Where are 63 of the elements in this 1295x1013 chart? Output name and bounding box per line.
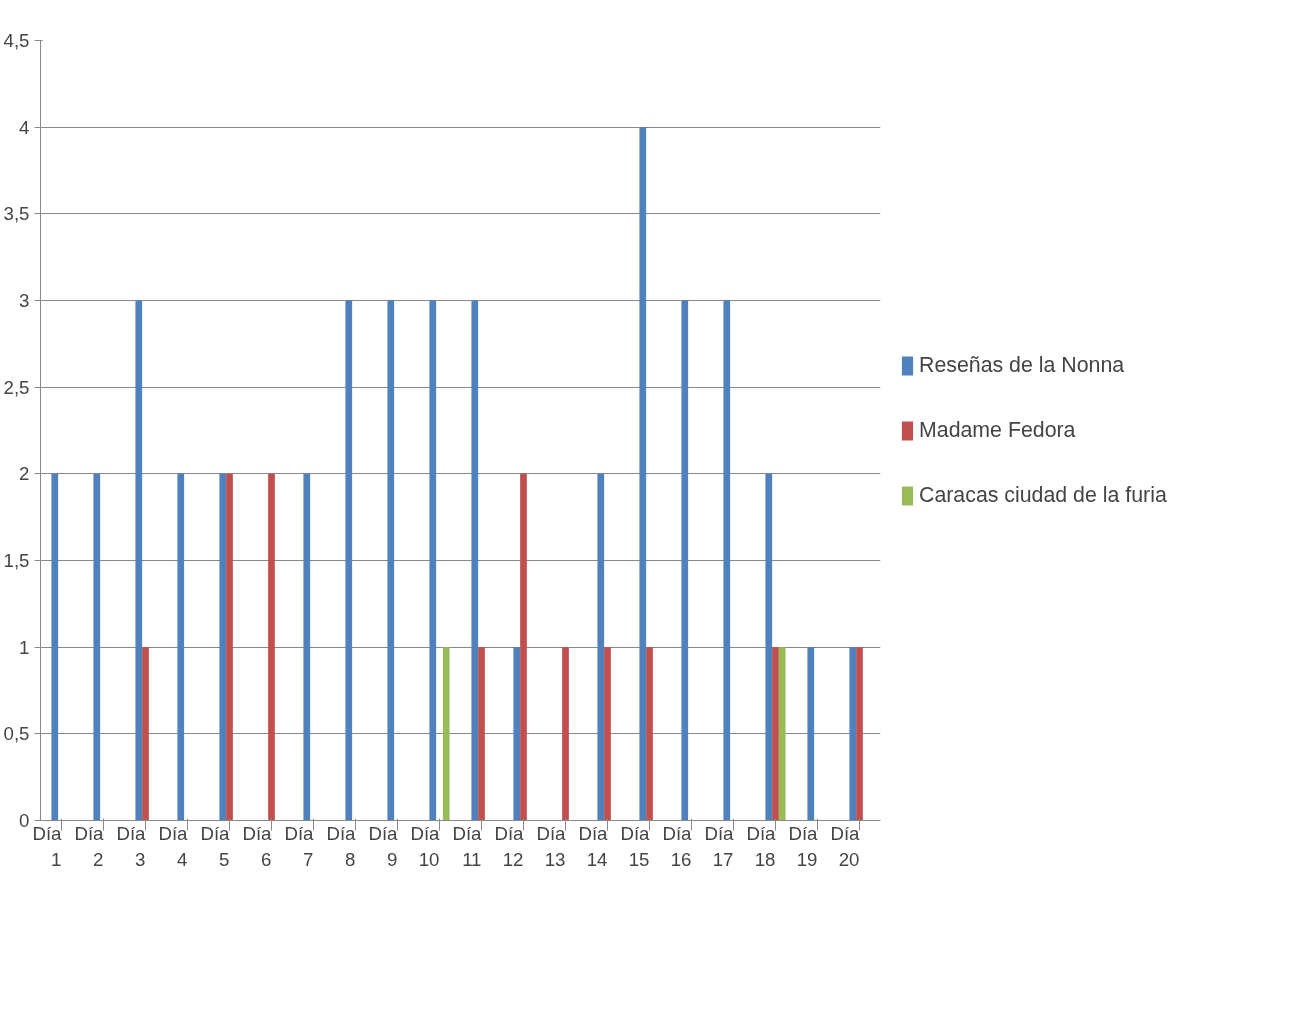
bar [639,127,647,821]
y-tick-label: 2 [19,463,30,485]
bar [51,473,59,821]
bar [849,647,857,821]
x-tick-label: Día 4 [158,823,189,870]
bar [226,473,233,821]
x-tick-label: Día 9 [368,823,399,870]
x-tick-label: Día 8 [326,823,357,870]
bar [513,647,521,821]
bar [778,647,786,821]
bar [723,300,731,821]
bar [681,300,689,821]
x-tick-label: Día 14 [578,823,609,870]
bar [177,473,185,821]
y-tick-label: 4,5 [3,30,30,51]
legend-label: Caracas ciudad de la furia [919,482,1167,508]
bar [345,300,353,821]
x-tick-label: Día 19 [788,823,819,870]
x-tick-label: Día 20 [830,823,861,870]
bar [604,647,611,821]
x-tick-label: Día 18 [746,823,777,870]
x-tick-label: Día 6 [242,823,273,870]
y-tick-label: 0 [19,810,30,831]
bar [478,647,485,821]
bar [562,647,569,821]
x-tick-label: Día 16 [662,823,693,870]
x-tick-label: Día 17 [704,823,735,870]
x-tick-label: Día 5 [200,823,231,870]
bar [520,473,527,821]
bar [856,647,863,821]
bar [807,647,815,821]
bar [597,473,605,821]
y-tick-label: 1,5 [3,550,30,571]
x-tick-label: Día 12 [494,823,525,870]
bar [219,473,227,821]
bar [135,300,143,821]
bar [471,300,479,821]
x-tick-label: Día 13 [536,823,567,870]
bar [772,647,779,821]
y-tick-label: 3 [19,290,30,311]
y-tick-label: 2,5 [3,376,30,398]
legend-label: Madame Fedora [919,417,1076,443]
bar [93,473,101,821]
bar [765,473,773,821]
x-tick-label: Día 2 [74,823,105,870]
x-tick-label: Día 10 [410,823,441,870]
y-tick-label: 3,5 [3,203,30,225]
bar [303,473,311,821]
bar [646,647,653,821]
bar [142,647,149,821]
x-tick-label: Día 7 [284,823,315,870]
bar [268,473,275,821]
y-tick-label: 0,5 [3,723,30,745]
y-tick-label: 1 [19,636,30,658]
x-tick-label: Día 1 [32,823,63,870]
x-tick-label: Día 15 [620,823,651,870]
x-tick-label: Día 11 [452,823,483,870]
y-tick-label: 4 [19,116,30,138]
bar [429,300,437,821]
x-tick-label: Día 3 [116,823,147,870]
bar [442,647,450,821]
bar [387,300,395,821]
legend-label: Reseñas de la Nonna [919,352,1125,378]
